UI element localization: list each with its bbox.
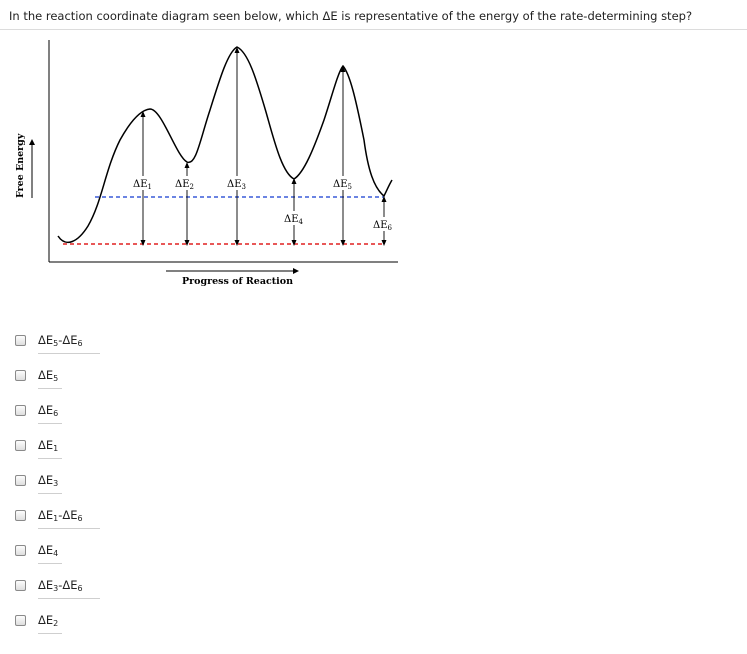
label-bg-dE3 [224, 176, 252, 190]
label-dE3: ΔE3 [227, 179, 246, 191]
header-divider [0, 29, 747, 30]
option-underline [38, 598, 100, 599]
energy-curve [57, 46, 393, 244]
option-label: ΔE5-ΔE6 [38, 333, 83, 348]
option-checkbox[interactable] [15, 335, 26, 346]
label-dE6: ΔE6 [373, 220, 393, 232]
arrow-dE5-bottom [340, 240, 346, 246]
question-text: In the reaction coordinate diagram seen … [9, 9, 693, 23]
arrow-dE4-bottom [291, 240, 297, 246]
x-axis-label: Progress of Reaction [182, 276, 293, 287]
arrow-dE2-top [184, 162, 190, 168]
arrow-dE4-top [291, 178, 297, 184]
label-dE1: ΔE1 [133, 179, 152, 191]
y-axis-label: Free Energy [15, 133, 26, 198]
option-dE5[interactable]: ΔE5 [15, 362, 215, 389]
option-underline [38, 493, 62, 494]
option-dE3[interactable]: ΔE3 [15, 467, 215, 494]
option-checkbox[interactable] [15, 405, 26, 416]
arrow-dE1-top [140, 111, 146, 117]
option-dE3-minus-dE6[interactable]: ΔE3-ΔE6 [15, 572, 215, 599]
option-label: ΔE5 [38, 368, 59, 383]
option-checkbox[interactable] [15, 475, 26, 486]
label-bg-dE6 [370, 217, 398, 231]
option-checkbox[interactable] [15, 545, 26, 556]
arrow-dE5-top [340, 66, 346, 72]
label-dE2: ΔE2 [175, 179, 194, 191]
option-underline [38, 528, 100, 529]
reaction-coordinate-diagram: Free Energy Progress of Reaction ΔE1 ΔE2… [15, 40, 398, 287]
option-label: ΔE1 [38, 438, 59, 453]
option-dE2[interactable]: ΔE2 [15, 607, 215, 634]
option-underline [38, 633, 62, 634]
option-dE5-minus-dE6[interactable]: ΔE5-ΔE6 [15, 327, 215, 354]
label-dE5: ΔE5 [333, 179, 352, 191]
arrow-dE6-top [381, 196, 387, 202]
option-label: ΔE4 [38, 543, 59, 558]
option-checkbox[interactable] [15, 440, 26, 451]
option-label: ΔE3-ΔE6 [38, 578, 83, 593]
option-checkbox[interactable] [15, 580, 26, 591]
label-dE4: ΔE4 [284, 214, 304, 226]
option-underline [38, 388, 62, 389]
option-label: ΔE1-ΔE6 [38, 508, 83, 523]
option-underline [38, 423, 62, 424]
option-dE6[interactable]: ΔE6 [15, 397, 215, 424]
label-bg-dE5 [330, 176, 358, 190]
label-bg-dE4 [281, 211, 309, 225]
arrow-dE1-bottom [140, 240, 146, 246]
option-underline [38, 563, 62, 564]
option-dE4[interactable]: ΔE4 [15, 537, 215, 564]
option-underline [38, 353, 100, 354]
label-bg-dE2 [173, 176, 201, 190]
option-dE1-minus-dE6[interactable]: ΔE1-ΔE6 [15, 502, 215, 529]
arrow-dE2-bottom [184, 240, 190, 246]
arrow-dE6-bottom [381, 240, 387, 246]
option-checkbox[interactable] [15, 510, 26, 521]
option-underline [38, 458, 62, 459]
option-label: ΔE2 [38, 613, 59, 628]
option-checkbox[interactable] [15, 370, 26, 381]
label-bg-dE1 [130, 176, 158, 190]
option-label: ΔE6 [38, 403, 59, 418]
option-checkbox[interactable] [15, 615, 26, 626]
option-label: ΔE3 [38, 473, 59, 488]
option-dE1[interactable]: ΔE1 [15, 432, 215, 459]
arrow-dE3-bottom [234, 240, 240, 246]
arrow-dE3-top [234, 47, 240, 53]
